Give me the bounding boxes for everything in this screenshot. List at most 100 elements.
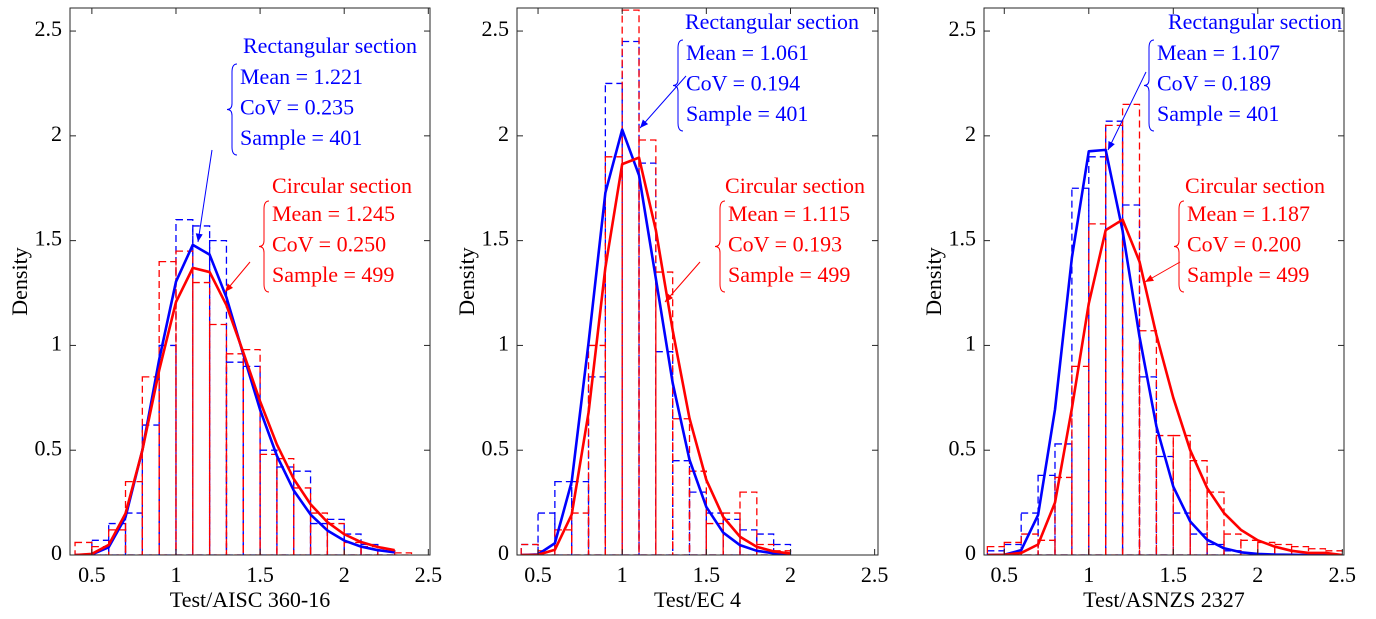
histogram-bar bbox=[158, 344, 177, 555]
y-axis-label: Density bbox=[454, 247, 479, 315]
histogram-bar bbox=[655, 271, 674, 555]
annotation-title: Circular section bbox=[725, 173, 865, 198]
histogram-bar bbox=[326, 522, 345, 555]
annotation-arrow bbox=[664, 261, 701, 303]
histogram-bar bbox=[1088, 156, 1107, 555]
arrow-head bbox=[1108, 141, 1115, 150]
annotation-line: Mean = 1.061 bbox=[686, 40, 809, 65]
annotation-line: Sample = 401 bbox=[240, 125, 362, 150]
histogram-bar bbox=[225, 353, 244, 555]
histogram-bar bbox=[587, 376, 607, 555]
histogram-bar bbox=[276, 457, 295, 555]
histogram-bar bbox=[1240, 539, 1259, 555]
annotation-line: CoV = 0.200 bbox=[1187, 232, 1301, 257]
arrow-head bbox=[225, 283, 233, 292]
y-tick-label: 1.5 bbox=[949, 226, 977, 251]
plot-area bbox=[986, 103, 1343, 555]
histogram-bar bbox=[309, 512, 329, 555]
fit-curve bbox=[987, 218, 1343, 555]
annotation-title: Rectangular section bbox=[1168, 9, 1342, 34]
histogram-bar bbox=[986, 545, 1005, 555]
histogram-bar bbox=[343, 533, 362, 555]
histogram-bar bbox=[688, 470, 707, 555]
histogram-bar bbox=[225, 361, 244, 555]
annotation-title: Circular section bbox=[1185, 173, 1325, 198]
histogram-bar bbox=[192, 281, 211, 555]
annotation-line: CoV = 0.194 bbox=[686, 71, 800, 96]
histogram-bar bbox=[293, 487, 312, 555]
histogram-bar bbox=[1071, 365, 1090, 555]
x-tick-label: 2 bbox=[339, 562, 350, 587]
fit-curve bbox=[74, 266, 395, 555]
annotation-title: Circular section bbox=[272, 173, 412, 198]
histogram-bar bbox=[672, 460, 691, 555]
y-tick-label: 2 bbox=[51, 121, 62, 146]
y-tick-label: 1.5 bbox=[482, 226, 510, 251]
histogram-bar bbox=[621, 40, 640, 555]
x-tick-label: 0.5 bbox=[991, 562, 1019, 587]
annotation-title: Rectangular section bbox=[685, 9, 859, 34]
annotation-line: Mean = 1.107 bbox=[1157, 40, 1280, 65]
x-axis-label: Test/AISC 360-16 bbox=[170, 587, 330, 612]
annotation-line: Sample = 401 bbox=[1157, 101, 1279, 126]
x-tick-label: 0.5 bbox=[78, 562, 106, 587]
histogram-bar bbox=[672, 418, 691, 555]
annotation-line: Sample = 401 bbox=[686, 101, 808, 126]
x-axis-label: Test/EC 4 bbox=[654, 587, 741, 612]
arrow-head bbox=[665, 293, 674, 302]
x-tick-label: 1 bbox=[170, 562, 181, 587]
histogram-bar bbox=[621, 9, 640, 555]
histogram-bar bbox=[1088, 223, 1107, 555]
annotation-brace bbox=[1143, 39, 1155, 132]
arrow-head bbox=[195, 233, 203, 242]
histogram-bar bbox=[124, 480, 143, 555]
histogram-bar bbox=[1189, 460, 1208, 555]
annotation-brace bbox=[672, 39, 684, 132]
x-tick-label: 1.5 bbox=[693, 562, 721, 587]
histogram-bar bbox=[175, 219, 194, 555]
histogram-bar bbox=[1037, 474, 1056, 555]
histogram-bar bbox=[192, 225, 211, 555]
histogram-bar bbox=[705, 522, 724, 555]
histogram-bar bbox=[360, 545, 379, 555]
y-tick-label: 2 bbox=[498, 121, 509, 146]
y-tick-label: 2.5 bbox=[35, 16, 63, 41]
histogram-bar bbox=[276, 466, 295, 555]
x-tick-label: 0.5 bbox=[524, 562, 552, 587]
histogram-bar bbox=[1172, 512, 1191, 555]
annotation-brace bbox=[1173, 200, 1185, 293]
histogram-bar bbox=[638, 139, 657, 555]
axes-box bbox=[69, 7, 431, 556]
annotation-line: Sample = 499 bbox=[728, 262, 850, 287]
arrow-head bbox=[1145, 274, 1154, 282]
x-axis-label: Test/ASNZS 2327 bbox=[1083, 587, 1245, 612]
histogram-bar bbox=[554, 480, 573, 555]
annotation-line: Mean = 1.187 bbox=[1187, 201, 1310, 226]
histogram-bar bbox=[141, 376, 160, 555]
annotation-line: Mean = 1.221 bbox=[240, 64, 363, 89]
x-tick-label: 1 bbox=[617, 562, 628, 587]
x-tick-label: 2.5 bbox=[861, 562, 889, 587]
annotation-line: CoV = 0.193 bbox=[728, 232, 842, 257]
plot-area bbox=[74, 219, 413, 555]
histogram-bar bbox=[259, 453, 278, 555]
histogram-bar bbox=[394, 552, 413, 555]
histogram-bar bbox=[1121, 103, 1141, 555]
histogram-bar bbox=[259, 449, 278, 555]
annotation-line: Sample = 499 bbox=[1187, 262, 1309, 287]
annotation-title: Rectangular section bbox=[243, 33, 417, 58]
annotation-brace bbox=[714, 200, 726, 293]
y-tick-label: 0.5 bbox=[35, 435, 63, 460]
annotation-arrow bbox=[1107, 71, 1147, 151]
histogram-bar bbox=[1155, 455, 1174, 555]
y-tick-label: 0 bbox=[965, 540, 976, 565]
annotation-line: CoV = 0.235 bbox=[240, 95, 354, 120]
x-tick-label: 2 bbox=[1252, 562, 1263, 587]
arrow-head bbox=[640, 119, 649, 128]
y-tick-label: 2 bbox=[965, 121, 976, 146]
annotation-arrow bbox=[197, 149, 213, 243]
histogram-bar bbox=[722, 512, 741, 555]
histogram-bar bbox=[175, 250, 194, 555]
y-tick-label: 2.5 bbox=[482, 16, 510, 41]
